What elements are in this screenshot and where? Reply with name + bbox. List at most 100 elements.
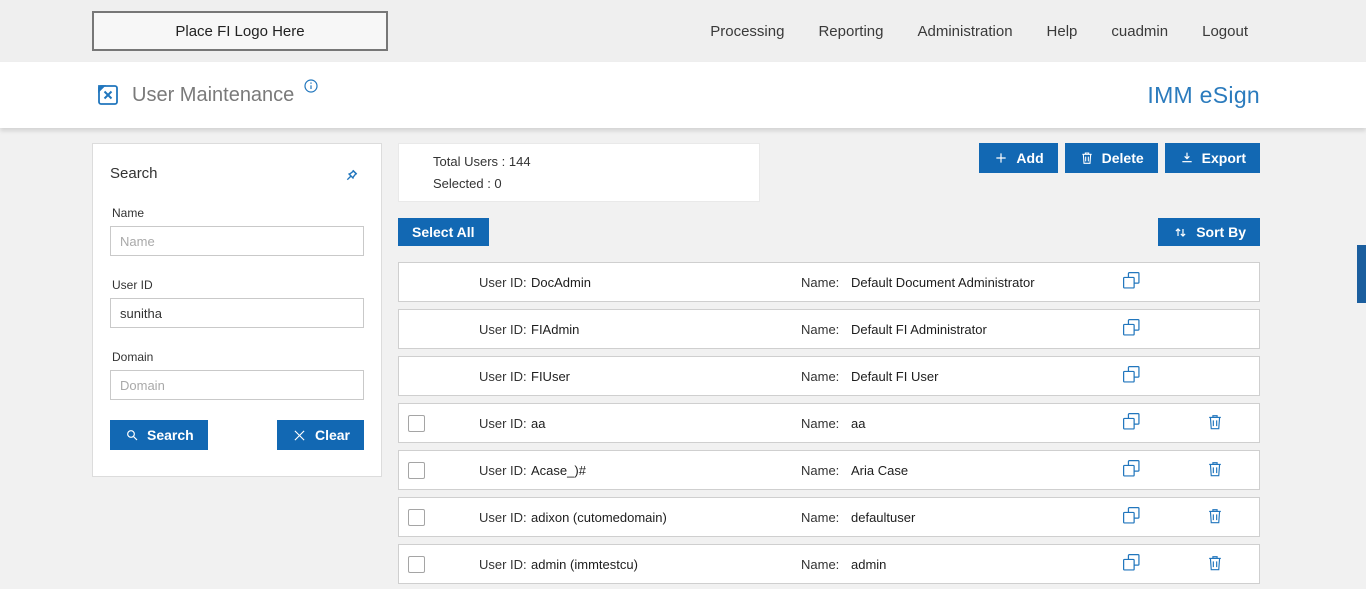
row-trash-icon <box>1205 506 1225 529</box>
nav-logout[interactable]: Logout <box>1202 22 1248 40</box>
user-id-value: FIAdmin <box>531 321 580 337</box>
row-trash-icon <box>1205 553 1225 576</box>
name-label: Name: <box>801 415 840 431</box>
search-panel-title: Search <box>110 164 158 182</box>
name-value: Default FI User <box>851 368 939 384</box>
plus-icon <box>993 150 1009 166</box>
name-label: Name: <box>801 556 840 572</box>
brand-logo: IMM eSign <box>1147 81 1260 108</box>
search-icon <box>124 427 140 443</box>
top-bar: Place FI Logo Here Processing Reporting … <box>0 0 1366 62</box>
copy-user-button[interactable] <box>1117 362 1145 390</box>
name-value: defaultuser <box>851 509 916 525</box>
nav-user-cuadmin[interactable]: cuadmin <box>1111 22 1169 40</box>
user-id-label: User ID: <box>479 462 527 478</box>
copy-user-button[interactable] <box>1117 456 1145 484</box>
name-field-label: Name <box>112 206 145 220</box>
user-row: User ID: admin (immtestcu) Name: admin <box>398 544 1260 584</box>
fi-logo-text: Place FI Logo Here <box>175 22 305 40</box>
user-maintenance-icon <box>96 83 120 107</box>
name-value: Default FI Administrator <box>851 321 987 337</box>
name-label: Name: <box>801 509 840 525</box>
copy-icon <box>1121 552 1142 576</box>
delete-user-button[interactable] <box>1201 550 1229 578</box>
user-id-label: User ID: <box>479 415 527 431</box>
nav-processing[interactable]: Processing <box>710 22 785 40</box>
delete-button[interactable]: Delete <box>1064 143 1158 173</box>
nav-help[interactable]: Help <box>1046 22 1078 40</box>
domain-field-label: Domain <box>112 350 154 364</box>
action-buttons: Add Delete <box>979 143 1260 173</box>
user-row: User ID: FIAdmin Name: Default FI Admini… <box>398 309 1260 349</box>
user-row: User ID: DocAdmin Name: Default Document… <box>398 262 1260 302</box>
fi-logo-placeholder: Place FI Logo Here <box>92 11 388 51</box>
user-id-value: aa <box>531 415 546 431</box>
export-button[interactable]: Export <box>1164 143 1260 173</box>
vertical-scrollbar-thumb[interactable] <box>1357 245 1366 303</box>
user-id-label: User ID: <box>479 321 527 337</box>
user-row: User ID: Acase_)# Name: Aria Case <box>398 450 1260 490</box>
copy-user-button[interactable] <box>1117 550 1145 578</box>
user-row: User ID: adixon (cutomedomain) Name: def… <box>398 497 1260 537</box>
list-toolbar: Select All Sort By <box>398 218 1260 246</box>
row-trash-icon <box>1205 412 1225 435</box>
copy-user-button[interactable] <box>1117 315 1145 343</box>
delete-user-button[interactable] <box>1201 503 1229 531</box>
user-id-label: User ID: <box>479 274 527 290</box>
select-all-button[interactable]: Select All <box>398 218 489 246</box>
name-label: Name: <box>801 274 840 290</box>
top-nav: Processing Reporting Administration Help… <box>710 23 1248 40</box>
delete-user-button[interactable] <box>1201 409 1229 437</box>
user-id-value: admin (immtestcu) <box>531 556 638 572</box>
delete-user-button[interactable] <box>1201 456 1229 484</box>
user-id-label: User ID: <box>479 556 527 572</box>
name-label: Name: <box>801 462 840 478</box>
nav-administration[interactable]: Administration <box>917 22 1013 40</box>
copy-icon <box>1121 270 1142 294</box>
user-id-value: DocAdmin <box>531 274 591 290</box>
search-button[interactable]: Search <box>110 420 208 450</box>
clear-button[interactable]: Clear <box>276 420 364 450</box>
user-id-value: adixon (cutomedomain) <box>531 509 667 525</box>
name-value: Aria Case <box>851 462 909 478</box>
name-label: Name: <box>801 368 840 384</box>
main-area: Search Name User ID Domain <box>0 128 1366 589</box>
pin-icon[interactable] <box>343 163 364 184</box>
sort-by-button[interactable]: Sort By <box>1158 218 1260 246</box>
copy-user-button[interactable] <box>1117 268 1145 296</box>
page-title: User Maintenance <box>132 83 295 106</box>
title-bar: User Maintenance IMM eSign <box>0 62 1366 128</box>
row-checkbox[interactable] <box>408 461 425 479</box>
add-button[interactable]: Add <box>979 143 1058 173</box>
user-list-section: Total Users : 144 Selected : 0 Add <box>398 143 1260 589</box>
user-list: User ID: DocAdmin Name: Default Document… <box>398 262 1260 584</box>
userid-field-label: User ID <box>112 278 153 292</box>
trash-icon <box>1079 150 1095 166</box>
domain-input[interactable] <box>110 370 364 400</box>
user-id-value: Acase_)# <box>531 462 586 478</box>
name-label: Name: <box>801 321 840 337</box>
info-icon[interactable] <box>303 78 319 94</box>
nav-reporting[interactable]: Reporting <box>818 22 884 40</box>
search-panel: Search Name User ID Domain <box>92 143 382 477</box>
selected-count-text: Selected : 0 <box>433 176 502 191</box>
user-id-label: User ID: <box>479 368 527 384</box>
name-value: aa <box>851 415 866 431</box>
clear-icon <box>291 427 308 444</box>
row-checkbox[interactable] <box>408 414 425 432</box>
user-row: User ID: aa Name: aa <box>398 403 1260 443</box>
name-input[interactable] <box>110 226 364 256</box>
copy-user-button[interactable] <box>1117 409 1145 437</box>
userid-input[interactable] <box>110 298 364 328</box>
user-row: User ID: FIUser Name: Default FI User <box>398 356 1260 396</box>
summary-box: Total Users : 144 Selected : 0 <box>398 143 760 202</box>
row-checkbox[interactable] <box>408 508 425 526</box>
row-checkbox[interactable] <box>408 555 425 573</box>
name-value: Default Document Administrator <box>851 274 1035 290</box>
copy-icon <box>1121 458 1142 482</box>
copy-icon <box>1121 317 1142 341</box>
row-trash-icon <box>1205 459 1225 482</box>
copy-user-button[interactable] <box>1117 503 1145 531</box>
total-users-text: Total Users : 144 <box>433 154 531 169</box>
copy-icon <box>1121 505 1142 529</box>
